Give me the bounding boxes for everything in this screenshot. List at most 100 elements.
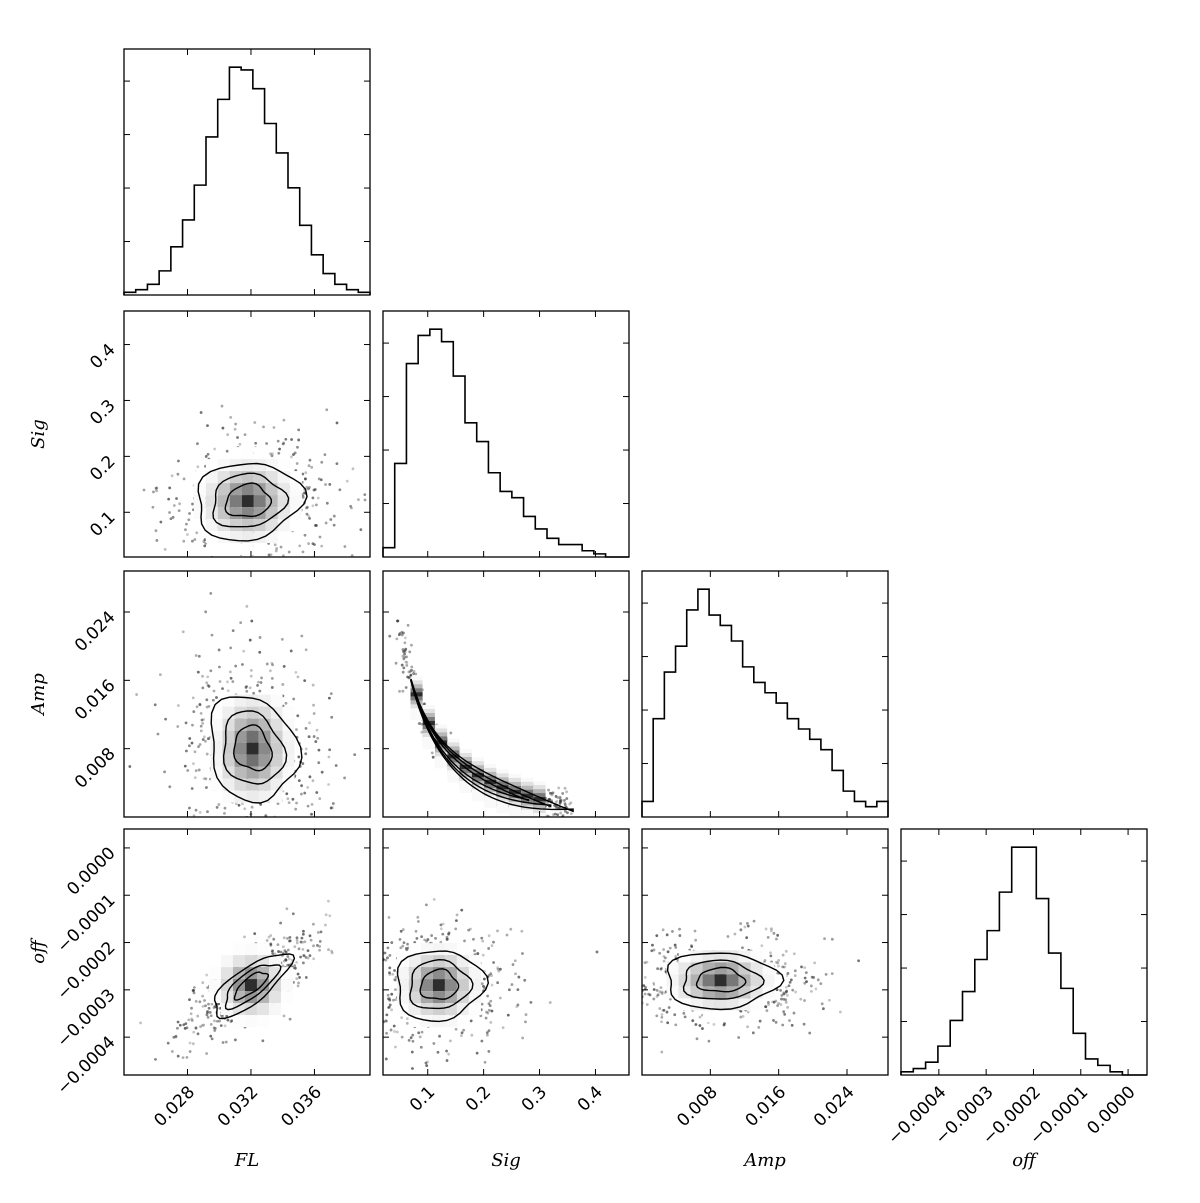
density-cell [282,718,295,731]
sample-point [181,1056,185,1060]
sample-point [306,949,310,952]
sample-point [250,805,254,809]
sample-point [402,941,406,945]
sample-point [432,898,436,901]
sample-point [777,959,780,962]
sample-point [487,1008,491,1012]
sample-point [205,681,209,685]
density-cell [468,955,481,968]
sample-point [394,988,397,992]
sample-point [567,817,570,820]
sample-point [215,696,218,699]
panel-frame-off [900,828,1148,1076]
sample-point [172,1035,176,1039]
sample-point [490,1009,494,1013]
contour-level [232,724,273,772]
sample-point [514,972,517,976]
sample-point [209,1022,213,1026]
density-cell [234,742,247,755]
sample-point [486,1011,490,1015]
sample-point [359,528,363,532]
sample-point [388,953,392,957]
density-cell [246,706,259,719]
sample-point [295,462,299,465]
sample-point [288,832,291,835]
sample-point [404,686,408,689]
sample-point [746,1025,749,1029]
density-cell [232,943,245,956]
sample-point [188,1041,192,1045]
sample-point [473,952,477,956]
sample-point [153,703,157,707]
sample-point [498,996,502,1000]
sample-point [786,1005,790,1009]
contour-level [224,964,282,1011]
panel-frame-FL [123,48,371,296]
sample-point [374,455,377,458]
density-cell [222,754,235,767]
sample-point [418,721,422,725]
sample-point [470,1033,474,1037]
sample-point [198,743,202,746]
sample-point [331,806,334,810]
sample-point [403,655,407,659]
sample-point [281,442,285,446]
sample-point [556,813,560,817]
sample-point [480,982,484,986]
sample-point [258,601,261,604]
sample-point [386,946,390,950]
sample-point [487,934,491,938]
sample-point [390,1008,393,1012]
sample-point [660,992,664,995]
sample-point [295,801,298,805]
sample-point [830,937,834,941]
sample-point [405,1022,409,1025]
sample-point [189,1012,193,1016]
density-cell [678,962,691,975]
sample-point [758,1019,762,1023]
sample-point [192,835,195,838]
sample-point [660,1015,664,1019]
density-cell [241,495,254,508]
contour-level [233,971,270,1001]
density-cell [702,1010,715,1023]
sample-point [363,981,366,984]
sample-point [292,842,295,845]
sample-point [194,891,197,894]
sample-point [201,994,205,998]
sample-point [757,1025,761,1029]
sample-point [204,455,208,458]
sample-point [407,1038,411,1042]
y-tick-label-Sig: 0.2 [86,452,119,485]
sample-point [335,421,339,425]
sample-point [270,677,274,680]
sample-point [595,950,599,954]
sample-point [187,1018,191,1022]
density-cell [232,955,245,968]
sample-point [248,638,252,642]
sample-point [343,545,347,548]
sample-point [396,619,400,623]
sample-point [557,786,561,790]
sample-point [682,1011,686,1015]
sample-point [282,1014,286,1018]
sample-point [295,977,299,981]
sample-point [521,952,524,955]
density-cell [690,950,703,963]
density-cell [654,974,667,987]
sample-point [568,802,571,806]
density-cell [277,519,290,532]
sample-point [176,704,180,707]
sample-point [329,806,333,810]
sample-point [415,937,419,940]
sample-point [217,648,221,652]
sample-point [309,938,313,942]
sample-point [390,941,394,944]
density-cell [420,1015,433,1028]
sample-point [488,1004,492,1008]
sample-point [371,964,374,967]
sample-point [691,1019,695,1023]
sample-point [549,791,552,795]
sample-point [655,988,659,992]
sample-point [277,950,280,953]
